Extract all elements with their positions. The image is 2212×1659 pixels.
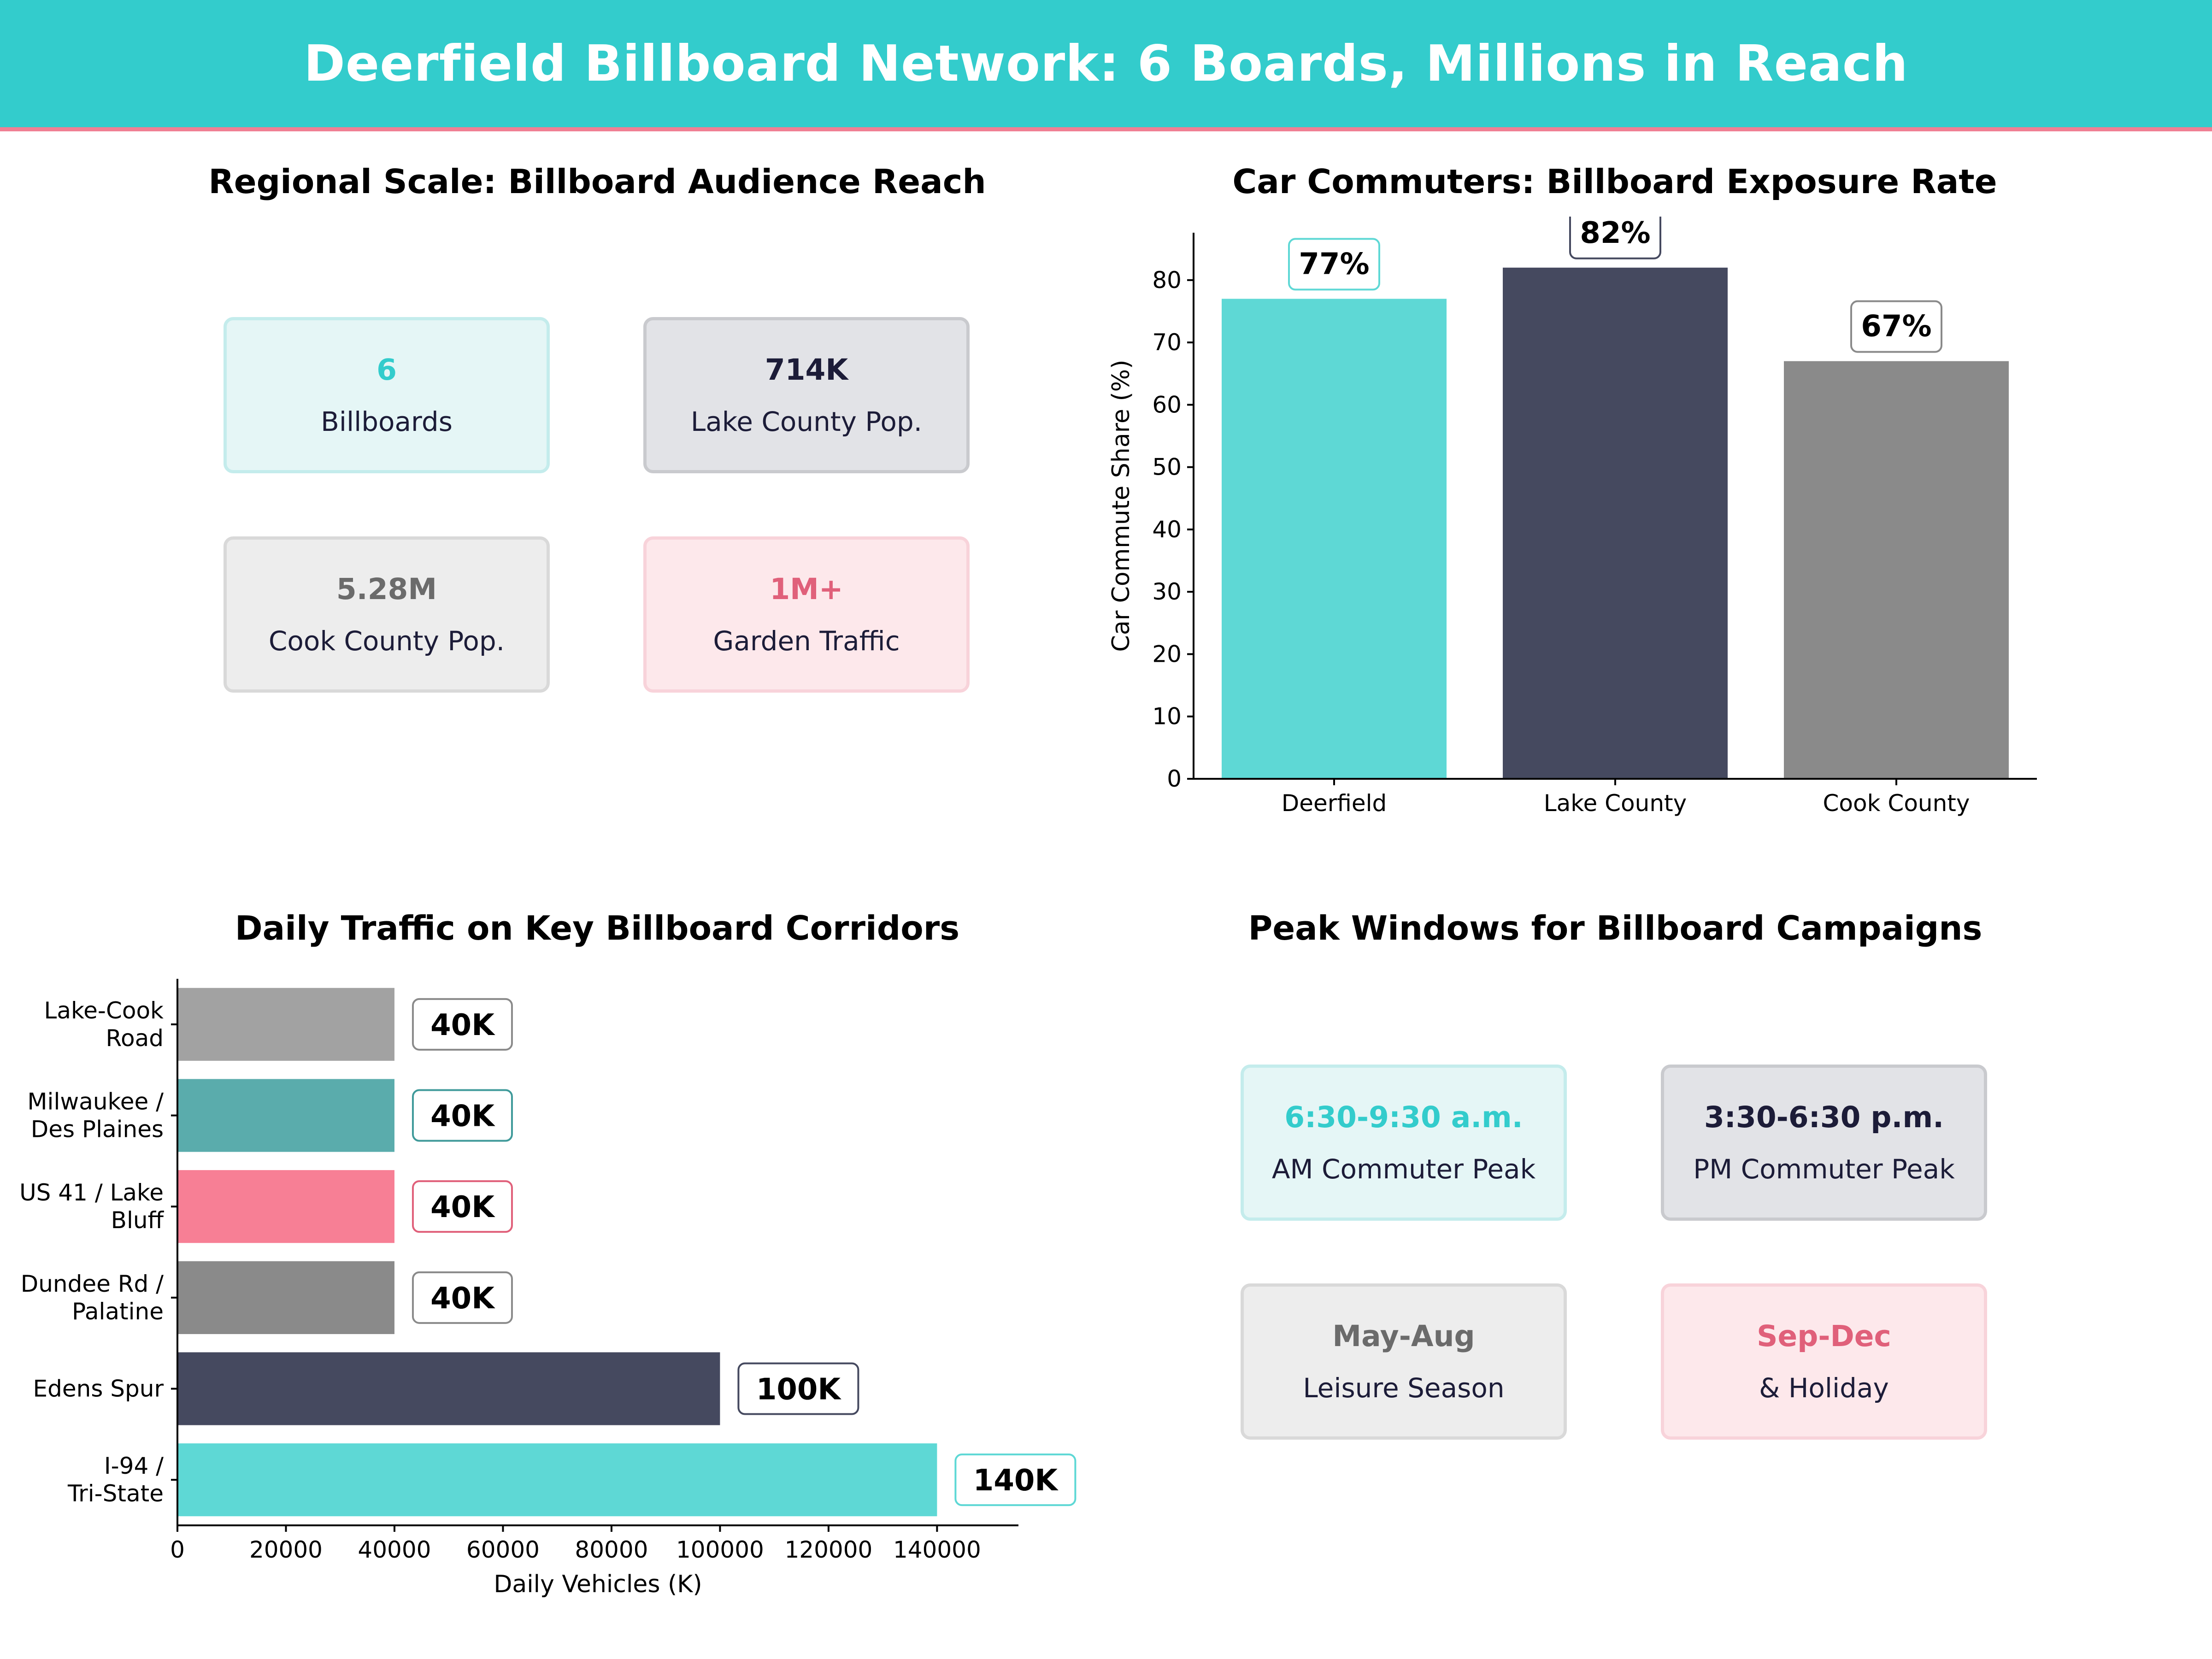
bar (177, 1352, 720, 1425)
reach-card-value: 5.28M (336, 572, 437, 606)
y-tick-label: Bluff (111, 1207, 165, 1234)
x-tick-label: Cook County (1823, 790, 1970, 817)
peak-card: 3:30-6:30 p.m. PM Commuter Peak (1661, 1065, 1987, 1221)
bar (1784, 361, 2009, 779)
data-label: 82% (1580, 217, 1650, 250)
y-tick-label: Edens Spur (33, 1376, 164, 1402)
data-label-box (412, 1089, 513, 1142)
page-title: Deerfield Billboard Network: 6 Boards, M… (304, 35, 1908, 93)
reach-card-label: Garden Traffic (713, 625, 900, 657)
data-label: 40K (430, 1190, 495, 1224)
data-label: 100K (756, 1373, 842, 1407)
x-tick-label: 140000 (893, 1536, 981, 1563)
data-label-box (1569, 217, 1661, 259)
bar (177, 1170, 394, 1243)
commute-chart-title: Car Commuters: Billboard Exposure Rate (1232, 162, 1997, 201)
reach-card-label: Lake County Pop. (690, 406, 923, 437)
data-label: 40K (430, 1100, 495, 1134)
data-label-box (1850, 300, 1942, 353)
data-label: 140K (973, 1464, 1059, 1498)
y-tick-label: 30 (1152, 578, 1182, 605)
reach-card-label: Cook County Pop. (268, 625, 505, 657)
reach-card: 6 Billboards (224, 317, 550, 473)
bar (177, 1443, 937, 1517)
data-label-box (954, 1453, 1077, 1506)
y-tick-label: 70 (1152, 329, 1182, 356)
y-tick-label: Des Plaines (31, 1116, 164, 1143)
x-tick-label: Deerfield (1282, 790, 1387, 817)
y-tick-label: I-94 / (104, 1453, 164, 1479)
y-tick-label: Palatine (72, 1298, 164, 1325)
data-label: 77% (1299, 247, 1369, 281)
reach-card: 1M+ Garden Traffic (643, 536, 970, 693)
data-label: 40K (430, 1282, 495, 1316)
y-tick-label: 0 (1167, 765, 1182, 792)
peak-card: May-Aug Leisure Season (1241, 1283, 1567, 1440)
y-tick-label: Road (106, 1025, 164, 1052)
commute-chart: 77% Deerfield 82% Lake County 67% Cook County… (1107, 217, 2037, 817)
peak-card-value: 3:30-6:30 p.m. (1704, 1100, 1944, 1134)
bar (1503, 267, 1728, 779)
x-tick-label: 80000 (575, 1536, 648, 1563)
peak-card-value: 6:30-9:30 a.m. (1284, 1100, 1523, 1134)
header-banner: Deerfield Billboard Network: 6 Boards, M… (0, 0, 2212, 131)
reach-card: 714K Lake County Pop. (643, 317, 970, 473)
y-tick-label: 40 (1152, 516, 1182, 543)
bar (1222, 299, 1447, 779)
y-tick-label: Milwaukee / (27, 1088, 164, 1115)
peak-card-label: Leisure Season (1303, 1372, 1505, 1404)
peak-card-label: PM Commuter Peak (1693, 1153, 1955, 1185)
reach-card-value: 714K (765, 353, 848, 387)
x-tick-label: Lake County (1544, 790, 1687, 817)
data-label: 40K (430, 1008, 495, 1042)
data-label-box (1288, 238, 1380, 291)
reach-card-label: Billboards (321, 406, 453, 437)
reach-card-value: 6 (377, 353, 397, 387)
data-label-box (412, 998, 513, 1051)
y-tick-label: 10 (1152, 703, 1182, 730)
data-label: 67% (1861, 310, 1931, 344)
peak-card-value: May-Aug (1332, 1319, 1475, 1353)
y-tick-label: 80 (1152, 267, 1182, 294)
x-tick-label: 20000 (249, 1536, 323, 1563)
peak-panel-title: Peak Windows for Billboard Campaigns (1248, 909, 1983, 947)
peak-card-label: AM Commuter Peak (1271, 1153, 1536, 1185)
peak-card-label: & Holiday (1759, 1372, 1889, 1404)
y-tick-label: 50 (1152, 454, 1182, 481)
bar (177, 1261, 394, 1334)
bar (177, 988, 394, 1061)
y-tick-label: Tri-State (67, 1480, 164, 1507)
x-axis-label: Daily Vehicles (K) (494, 1571, 702, 1598)
traffic-chart: 140K I-94 /Tri-State 100K Edens Spur 40K Dund… (19, 979, 1077, 1598)
y-tick-label: 20 (1152, 641, 1182, 667)
reach-card-value: 1M+ (770, 572, 843, 606)
traffic-chart-title: Daily Traffic on Key Billboard Corridors (235, 909, 960, 947)
data-label-box (412, 1271, 513, 1324)
x-tick-label: 0 (170, 1536, 185, 1563)
y-tick-label: 60 (1152, 391, 1182, 418)
y-tick-label: Dundee Rd / (21, 1271, 164, 1297)
x-tick-label: 60000 (466, 1536, 540, 1563)
peak-card: 6:30-9:30 a.m. AM Commuter Peak (1241, 1065, 1567, 1221)
x-tick-label: 40000 (358, 1536, 431, 1563)
y-tick-label: Lake-Cook (44, 997, 164, 1024)
reach-panel-title: Regional Scale: Billboard Audience Reach (208, 162, 986, 201)
data-label-box (737, 1362, 859, 1415)
bar (177, 1079, 394, 1152)
x-tick-label: 100000 (676, 1536, 764, 1563)
x-tick-label: 120000 (784, 1536, 872, 1563)
y-axis-label: Car Commute Share (%) (1107, 360, 1135, 652)
peak-card: Sep-Dec & Holiday (1661, 1283, 1987, 1440)
reach-card: 5.28M Cook County Pop. (224, 536, 550, 693)
y-tick-label: US 41 / Lake (19, 1179, 164, 1206)
data-label-box (412, 1180, 513, 1233)
peak-card-value: Sep-Dec (1757, 1319, 1891, 1353)
